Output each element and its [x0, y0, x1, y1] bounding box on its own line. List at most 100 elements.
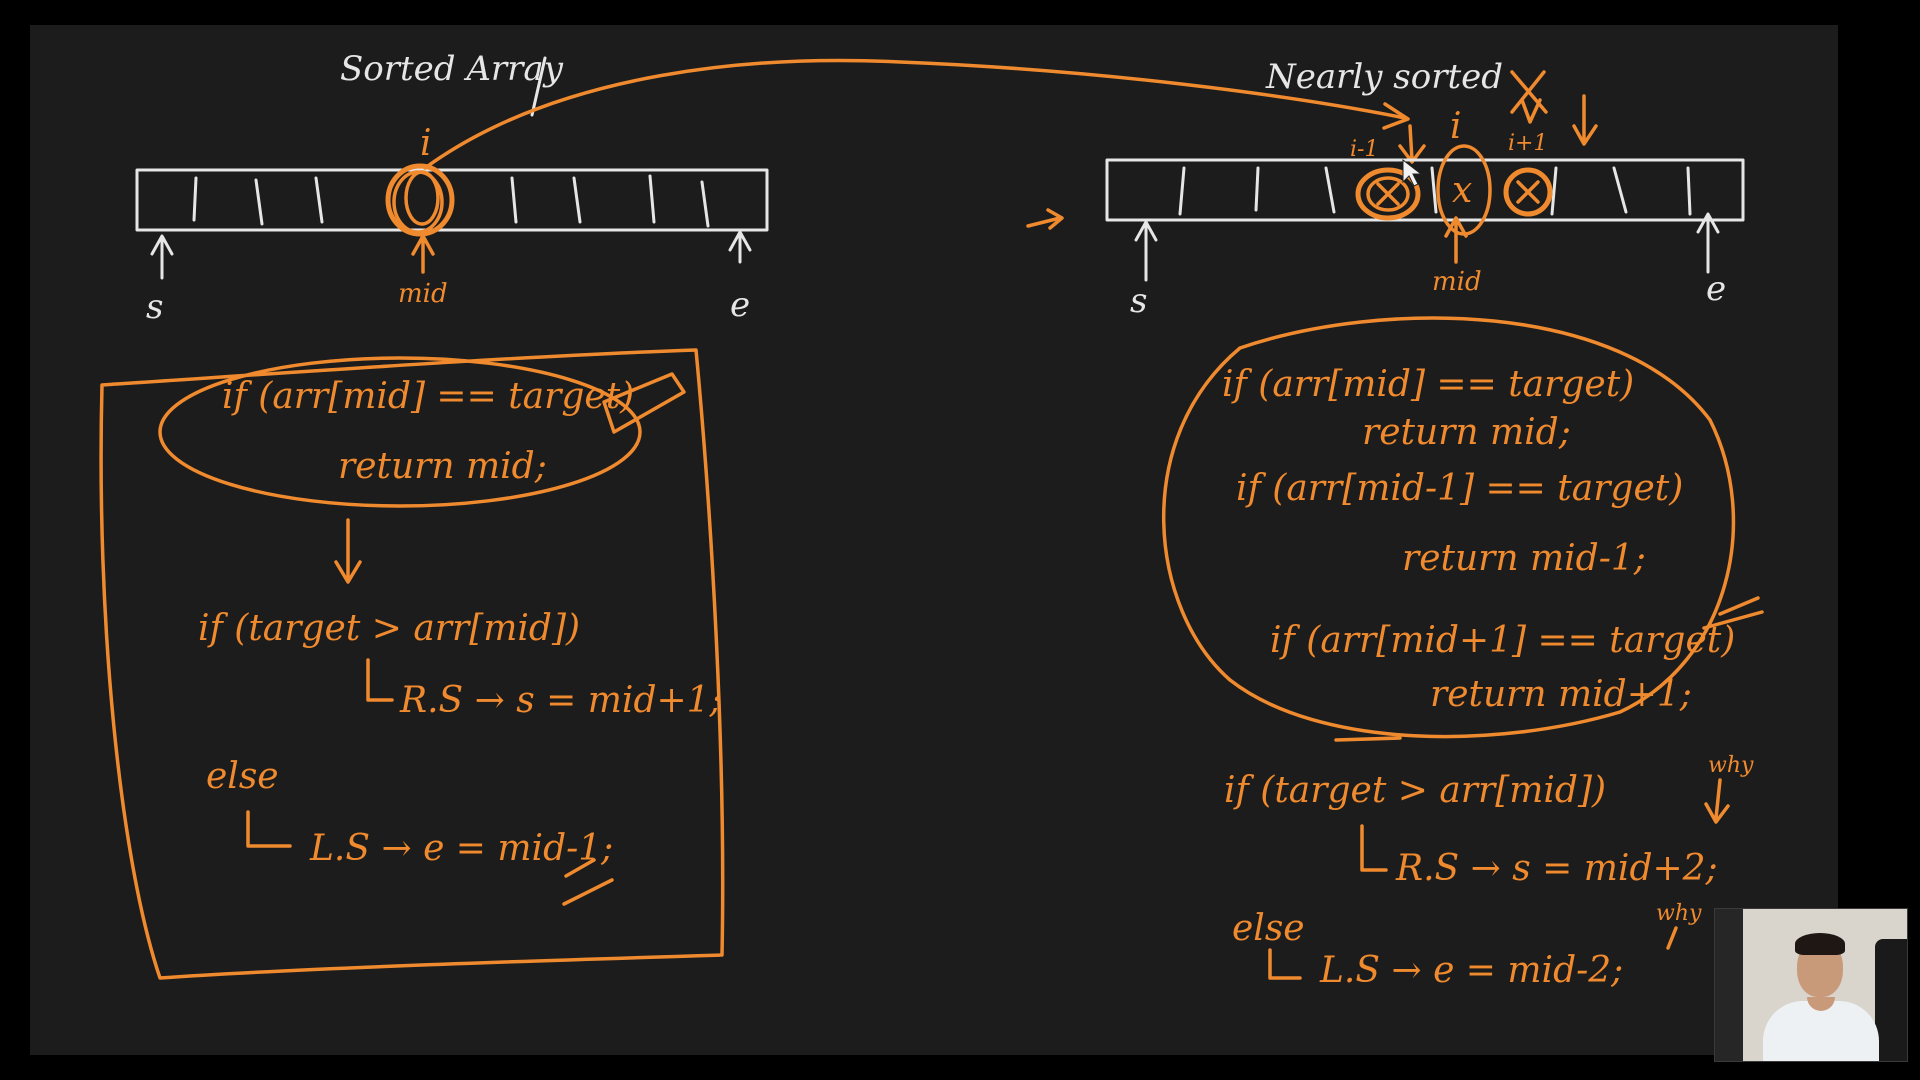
right-pointer-mid-label: mid — [1432, 267, 1482, 297]
right-array-divider — [1686, 166, 1692, 216]
right-code-line: else — [1232, 908, 1305, 949]
right-index-prev: i-1 — [1350, 137, 1378, 162]
left-array-divider — [648, 174, 656, 224]
presenter-hair — [1795, 933, 1845, 955]
why-note: why — [1656, 901, 1702, 926]
branch-arrow-icon — [1268, 948, 1302, 980]
right-array-box — [1105, 158, 1745, 222]
left-index-label: i — [420, 123, 432, 164]
down-arrow-icon — [1704, 778, 1730, 824]
right-code-line: if (arr[mid+1] == target) — [1270, 620, 1735, 661]
left-code-line: if (arr[mid] == target) — [222, 376, 634, 417]
left-mid-highlight — [385, 163, 455, 237]
branch-arrow-icon — [366, 658, 394, 702]
up-arrow-icon — [1134, 220, 1158, 282]
left-array — [135, 168, 769, 232]
mouse-cursor-icon — [1402, 158, 1423, 187]
down-arrow-icon — [1572, 94, 1598, 146]
left-code-line: R.S → s = mid+1; — [399, 680, 722, 721]
right-array-divider — [1612, 166, 1628, 214]
right-code-line: if (target > arr[mid]) — [1224, 770, 1606, 811]
right-array-divider — [1430, 166, 1438, 214]
left-code: if (arr[mid] == target) return mid; if (… — [198, 376, 722, 906]
right-pointer-e-label: e — [1706, 269, 1726, 309]
down-arrow-icon — [1398, 124, 1426, 164]
up-arrow-icon — [150, 234, 174, 280]
right-code: if (arr[mid] == target) return mid; if (… — [1222, 364, 1754, 991]
left-title: Sorted Array — [340, 49, 564, 89]
right-index-next: i+1 — [1508, 131, 1547, 156]
left-code-line: return mid; — [338, 446, 547, 487]
left-array-divider — [572, 176, 582, 224]
underline-stroke — [1334, 736, 1402, 742]
mid-circle — [404, 170, 440, 226]
webcam-chair — [1875, 939, 1907, 1061]
webcam-shelf — [1715, 909, 1743, 1061]
right-array-divider — [1550, 166, 1558, 216]
left-code-line: else — [206, 756, 279, 797]
left-array-divider — [254, 178, 264, 226]
prev-cell-circle — [1366, 176, 1410, 212]
left-array-divider — [314, 176, 324, 224]
left-code-ellipse — [158, 356, 642, 508]
left-pointer-e: e — [728, 230, 752, 325]
right-code-line: if (arr[mid] == target) — [1222, 364, 1634, 405]
connector-arrow — [423, 58, 1407, 170]
left-code-line: L.S → e = mid-1; — [309, 828, 613, 869]
right-array-divider — [1178, 166, 1186, 216]
left-pointer-s-label: s — [146, 287, 163, 327]
right-index-cur: i — [1450, 106, 1462, 147]
right-code-ellipse — [1161, 316, 1736, 739]
right-panel: Nearly sorted i-1 i i+1 x — [1105, 57, 1764, 991]
branch-arrow-icon — [1360, 824, 1388, 872]
left-array-divider — [510, 176, 518, 224]
right-array — [1105, 158, 1745, 222]
mid-circle — [385, 163, 455, 237]
left-array-box — [135, 168, 769, 232]
note-stroke — [1666, 926, 1678, 950]
left-pointer-e-label: e — [730, 285, 750, 325]
whiteboard-canvas — [30, 25, 1838, 1055]
eraser-icon — [602, 372, 686, 434]
title-tail-stroke — [530, 56, 547, 117]
up-arrow-icon — [1444, 216, 1468, 264]
left-array-divider — [700, 180, 710, 228]
up-arrow-icon — [728, 230, 752, 264]
next-cell-circle — [1503, 167, 1553, 217]
right-pointer-mid: mid — [1432, 216, 1482, 297]
pointer-arrow-icon — [1026, 208, 1064, 230]
mid-cell-mark: x — [1452, 170, 1472, 211]
end-mark-stroke — [1702, 596, 1764, 630]
up-arrow-icon — [1696, 212, 1720, 274]
right-array-divider — [1324, 166, 1336, 214]
right-code-line: return mid-1; — [1402, 538, 1646, 579]
right-code-line: return mid; — [1362, 412, 1571, 453]
branch-arrow-icon — [246, 810, 292, 848]
left-code-frame — [99, 348, 725, 980]
cross-mark-icon — [1516, 180, 1540, 204]
right-array-divider — [1254, 166, 1260, 212]
left-code-line: if (target > arr[mid]) — [198, 608, 580, 649]
why-note: why — [1708, 753, 1754, 778]
right-code-line: if (arr[mid-1] == target) — [1236, 468, 1683, 509]
left-panel: Sorted Array i s mi — [99, 49, 1410, 980]
presenter-neck — [1807, 997, 1835, 1011]
left-pointer-s: s — [146, 234, 174, 327]
right-code-line: return mid+1; — [1430, 674, 1692, 715]
right-pointer-s: s — [1130, 220, 1158, 321]
left-pointer-mid: mid — [398, 234, 448, 309]
presenter-body — [1763, 1001, 1879, 1061]
cross-mark-icon — [1510, 70, 1548, 124]
right-pointer-e: e — [1696, 212, 1726, 309]
webcam-overlay — [1714, 908, 1908, 1062]
right-code-line: L.S → e = mid-2; — [1319, 950, 1623, 991]
cross-mark-icon — [1376, 182, 1400, 206]
down-arrow-icon — [334, 518, 362, 584]
connector-arrowhead — [1382, 102, 1410, 130]
up-arrow-icon — [411, 234, 435, 274]
right-code-line: R.S → s = mid+2; — [1395, 848, 1718, 889]
end-mark-stroke — [562, 858, 614, 906]
right-title: Nearly sorted — [1265, 57, 1503, 97]
left-pointer-mid-label: mid — [398, 279, 448, 309]
